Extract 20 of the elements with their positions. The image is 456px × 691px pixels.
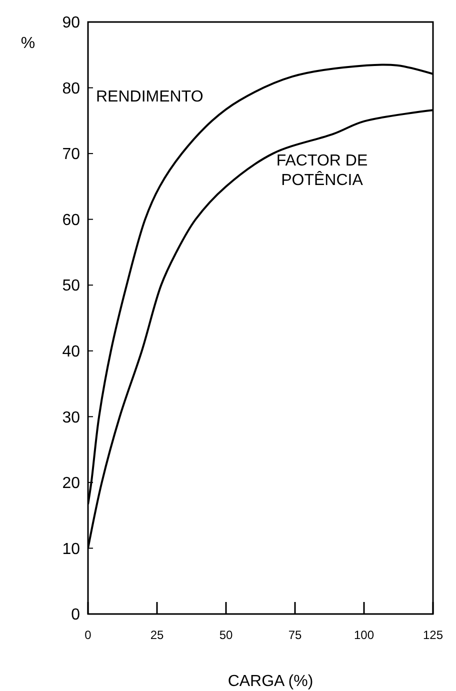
x-axis-title: CARGA (%) [228,673,314,690]
y-tick-label: 60 [62,212,80,229]
series-label: FACTOR DE POTÊNCIA [276,152,368,189]
x-tick-label: 75 [288,628,302,642]
y-tick-label: 0 [71,606,80,624]
y-tick-label: 70 [62,146,80,164]
y-tick-label: 90 [62,14,80,32]
series-label: RENDIMENTO [96,88,204,106]
x-tick-label: 100 [354,628,374,642]
x-tick-label: 50 [219,628,233,642]
x-tick-label: 0 [84,628,92,642]
y-tick-label: 20 [62,475,80,492]
y-tick-label: 40 [62,343,80,360]
y-tick-label: 50 [62,278,80,295]
y-tick-label: 80 [62,80,80,98]
y-tick-label: 10 [62,540,80,558]
y-tick-label: 30 [62,409,80,426]
x-tick-label: 125 [422,628,444,642]
x-tick-label: 25 [150,628,164,642]
y-axis-title: % [20,35,36,52]
